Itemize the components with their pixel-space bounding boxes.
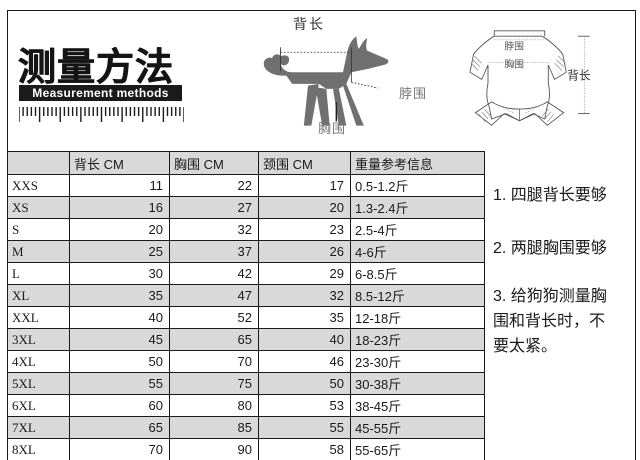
svg-text:脖围: 脖围 — [504, 40, 524, 53]
svg-text:胸围: 胸围 — [504, 58, 524, 71]
svg-text:背长: 背长 — [567, 68, 591, 82]
